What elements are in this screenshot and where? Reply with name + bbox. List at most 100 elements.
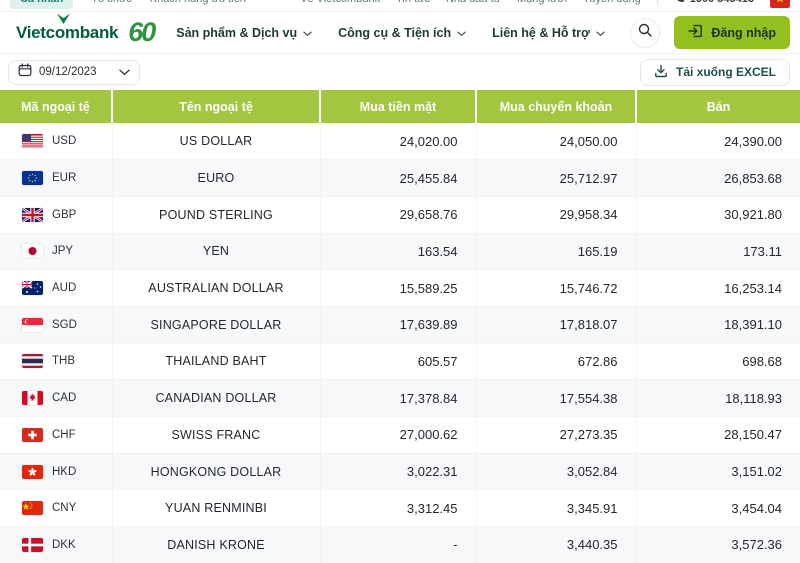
login-button[interactable]: Đăng nhập — [674, 16, 790, 49]
cash-buy-rate: 17,639.89 — [320, 306, 477, 344]
currency-name: DANISH KRONE — [112, 526, 321, 563]
currency-code: JPY — [52, 245, 74, 258]
phone-icon — [674, 0, 685, 6]
topbar-item-ve-vietcombank[interactable]: Về Vietcombank — [300, 0, 380, 5]
rates-toolbar: 09/12/2023 Tải xuống EXCEL — [0, 54, 800, 90]
cash-buy-rate: 15,589.25 — [320, 269, 477, 307]
sell-rate: 3,454.04 — [636, 489, 800, 528]
rates-table-body: USD US DOLLAR 24,020.00 24,050.00 24,390… — [0, 123, 800, 563]
column-header-code: Mã ngoại tệ — [0, 90, 113, 123]
divider — [656, 0, 658, 5]
main-header: Vietcombank 60 Sản phẩm & Dịch vụ Công c… — [0, 12, 800, 54]
column-header-transfer-buy: Mua chuyển khoản — [476, 90, 637, 123]
exchange-rate-table: Mã ngoại tệ Tên ngoại tệ Mua tiền mặt Mu… — [0, 90, 800, 563]
column-header-name: Tên ngoại tệ — [112, 90, 321, 123]
table-row: CNY YUAN RENMINBI 3,312.45 3,345.91 3,45… — [0, 489, 800, 528]
currency-code: CHF — [52, 428, 76, 441]
topbar-item-khach-hang-uu-tien[interactable]: Khách hàng ưu tiên — [150, 0, 246, 5]
transfer-buy-rate: 25,712.97 — [476, 159, 637, 197]
currency-code: DKK — [52, 538, 76, 551]
transfer-buy-rate: 672.86 — [476, 343, 637, 381]
calendar-icon — [18, 62, 32, 82]
sell-rate: 26,853.68 — [636, 159, 800, 197]
topbar-item-ca-nhan[interactable]: Cá nhân — [10, 0, 74, 9]
sell-rate: 30,921.80 — [636, 196, 800, 234]
main-nav: Sản phẩm & Dịch vụ Công cụ & Tiện ích Li… — [176, 26, 605, 40]
table-row: HKD HONGKONG DOLLAR 3,022.31 3,052.84 3,… — [0, 453, 800, 491]
currency-code: THB — [52, 355, 75, 368]
date-value: 09/12/2023 — [39, 66, 97, 78]
currency-name: SINGAPORE DOLLAR — [112, 306, 321, 344]
table-row: CAD CANADIAN DOLLAR 17,378.84 17,554.38 … — [0, 379, 800, 417]
cash-buy-rate: 24,020.00 — [320, 123, 477, 161]
currency-code: GBP — [52, 208, 77, 221]
table-row: USD US DOLLAR 24,020.00 24,050.00 24,390… — [0, 123, 800, 161]
table-row: DKK DANISH KRONE - 3,440.35 3,572.36 — [0, 526, 800, 563]
vietcombank-logo[interactable]: Vietcombank — [16, 13, 119, 43]
currency-flag-icon — [22, 464, 43, 479]
cash-buy-rate: - — [320, 526, 477, 563]
currency-name: AUSTRALIAN DOLLAR — [112, 269, 321, 307]
currency-flag-icon — [22, 354, 43, 369]
hotline-number: 1900 545413 — [690, 0, 754, 5]
nav-item-lien-he-ho-tro[interactable]: Liên hệ & Hỗ trợ — [492, 26, 605, 40]
chevron-down-icon — [303, 26, 312, 40]
cash-buy-rate: 25,455.84 — [320, 159, 477, 197]
cash-buy-rate: 29,658.76 — [320, 196, 477, 234]
sell-rate: 28,150.47 — [636, 416, 800, 454]
nav-item-cong-cu-tien-ich[interactable]: Công cụ & Tiện ích — [338, 26, 466, 40]
download-excel-button[interactable]: Tải xuống EXCEL — [639, 58, 790, 86]
cash-buy-rate: 3,022.31 — [320, 453, 477, 491]
currency-flag-icon — [22, 501, 43, 516]
login-label: Đăng nhập — [711, 25, 776, 40]
currency-name: YEN — [112, 233, 321, 271]
table-row: THB THAILAND BAHT 605.57 672.86 698.68 — [0, 343, 800, 381]
topbar-item-tuyen-dung[interactable]: Tuyển dụng — [583, 0, 641, 5]
table-row: EUR EURO 25,455.84 25,712.97 26,853.68 — [0, 159, 800, 197]
cash-buy-rate: 27,000.62 — [320, 416, 477, 454]
date-picker[interactable]: 09/12/2023 — [8, 59, 140, 85]
currency-flag-icon — [22, 171, 43, 186]
currency-name: EURO — [112, 159, 321, 197]
nav-label: Liên hệ & Hỗ trợ — [492, 25, 590, 40]
sell-rate: 18,118.93 — [636, 379, 800, 417]
transfer-buy-rate: 165.19 — [476, 233, 637, 271]
table-row: JPY YEN 163.54 165.19 173.11 — [0, 233, 800, 271]
topbar-item-tin-tuc[interactable]: Tin tức — [396, 0, 430, 5]
anniversary-60-logo: 60 — [128, 17, 156, 47]
currency-name: HONGKONG DOLLAR — [112, 453, 321, 491]
topbar-item-mang-luoi[interactable]: Mạng lưới — [517, 0, 567, 5]
table-row: GBP POUND STERLING 29,658.76 29,958.34 3… — [0, 196, 800, 234]
transfer-buy-rate: 3,345.91 — [476, 489, 637, 528]
table-row: SGD SINGAPORE DOLLAR 17,639.89 17,818.07… — [0, 306, 800, 344]
currency-code: HKD — [52, 465, 77, 478]
cash-buy-rate: 605.57 — [320, 343, 477, 381]
table-header: Mã ngoại tệ Tên ngoại tệ Mua tiền mặt Mu… — [0, 90, 800, 123]
currency-flag-icon — [22, 207, 43, 222]
nav-item-san-pham-dich-vu[interactable]: Sản phẩm & Dịch vụ — [176, 26, 312, 40]
nav-label: Công cụ & Tiện ích — [338, 25, 452, 40]
currency-code: USD — [52, 135, 77, 148]
topbar-item-nha-dau-tu[interactable]: Nhà đầu tư — [446, 0, 501, 5]
topbar-item-to-chuc[interactable]: Tổ chức — [91, 0, 131, 5]
currency-code: CNY — [52, 502, 77, 515]
transfer-buy-rate: 17,554.38 — [476, 379, 637, 417]
login-icon — [688, 24, 703, 41]
hotline[interactable]: 1900 545413 — [674, 0, 754, 6]
currency-flag-icon — [22, 537, 43, 552]
transfer-buy-rate: 24,050.00 — [476, 123, 637, 161]
column-header-sell: Bán — [636, 90, 800, 123]
table-row: AUD AUSTRALIAN DOLLAR 15,589.25 15,746.7… — [0, 269, 800, 307]
transfer-buy-rate: 27,273.35 — [476, 416, 637, 454]
column-header-cash-buy: Mua tiền mặt — [320, 90, 477, 123]
search-button[interactable] — [630, 17, 661, 48]
currency-name: CANADIAN DOLLAR — [112, 379, 321, 417]
transfer-buy-rate: 3,052.84 — [476, 453, 637, 491]
sell-rate: 173.11 — [636, 233, 800, 271]
vietnam-flag-icon[interactable] — [770, 0, 790, 8]
currency-code: SGD — [52, 318, 77, 331]
sell-rate: 18,391.10 — [636, 306, 800, 344]
chevron-down-icon — [596, 26, 605, 40]
cash-buy-rate: 3,312.45 — [320, 489, 477, 528]
sell-rate: 3,572.36 — [636, 526, 800, 563]
